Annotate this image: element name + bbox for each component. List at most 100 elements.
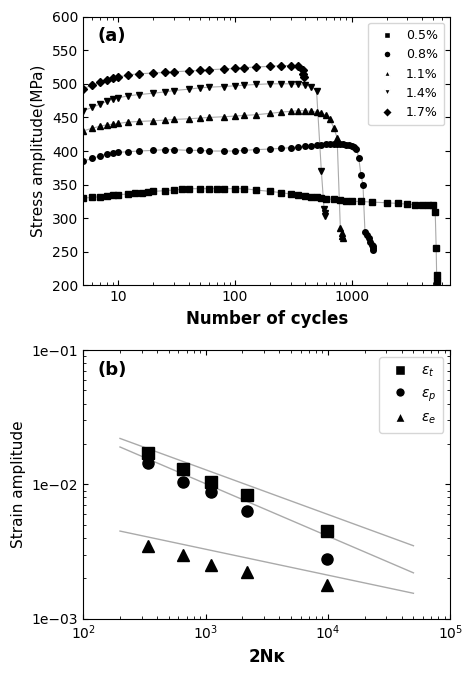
0.5% [314, 194, 319, 202]
Line: 0.5%: 0.5% [81, 186, 440, 284]
εₚ [324, 554, 330, 563]
1.4% [171, 87, 177, 95]
1.7% [97, 79, 103, 87]
εₑ [208, 561, 213, 569]
εₑ [181, 550, 186, 559]
1.1% [314, 108, 319, 116]
1.4% [221, 83, 227, 91]
1.1% [125, 118, 130, 126]
0.8% [253, 146, 258, 154]
0.8% [364, 231, 370, 239]
0.8% [368, 238, 374, 246]
1.7% [221, 65, 227, 73]
εₚ [146, 459, 151, 467]
1.4% [319, 167, 324, 175]
0.5% [432, 207, 438, 215]
0.5% [145, 188, 151, 196]
0.8% [241, 146, 247, 154]
0.5% [433, 244, 439, 253]
εₚ [181, 477, 186, 485]
0.8% [162, 146, 168, 154]
1.1% [206, 113, 212, 121]
1.7% [197, 66, 203, 74]
0.5% [214, 185, 220, 193]
0.8% [327, 140, 333, 148]
1.7% [90, 81, 95, 89]
0.8% [331, 140, 337, 148]
Line: 1.1%: 1.1% [81, 108, 345, 241]
1.7% [301, 70, 306, 78]
Text: (a): (a) [98, 27, 127, 45]
0.5% [179, 185, 184, 194]
0.5% [288, 190, 293, 198]
Line: 0.8%: 0.8% [81, 141, 376, 253]
0.5% [412, 201, 418, 209]
1.7% [301, 73, 307, 81]
0.8% [110, 149, 116, 157]
1.7% [241, 64, 247, 72]
0.8% [197, 146, 203, 154]
1.1% [309, 108, 314, 116]
1.7% [116, 73, 121, 81]
1.1% [288, 108, 293, 116]
1.1% [340, 234, 346, 242]
1.1% [197, 114, 203, 122]
1.4% [279, 80, 284, 88]
1.1% [279, 108, 284, 116]
εₜ [208, 477, 213, 485]
1.4% [206, 83, 212, 91]
εₜ [324, 527, 330, 535]
0.8% [358, 171, 364, 179]
1.1% [80, 127, 86, 135]
0.8% [232, 147, 238, 155]
1.1% [267, 109, 273, 117]
0.8% [309, 141, 314, 150]
Line: εₚ: εₚ [143, 457, 332, 565]
0.5% [309, 193, 314, 201]
εₜ [245, 492, 250, 500]
1.7% [296, 62, 301, 70]
0.5% [369, 198, 375, 206]
0.5% [434, 271, 439, 280]
Y-axis label: Strain amplitude: Strain amplitude [11, 420, 26, 548]
0.8% [302, 142, 308, 150]
1.4% [162, 88, 168, 96]
1.1% [337, 224, 343, 232]
1.1% [104, 121, 110, 129]
0.8% [371, 246, 376, 254]
0.8% [288, 144, 293, 152]
0.8% [362, 227, 368, 236]
1.7% [110, 74, 116, 83]
1.7% [288, 62, 293, 70]
0.8% [125, 148, 130, 156]
1.4% [302, 81, 308, 89]
0.5% [186, 185, 191, 193]
1.7% [80, 85, 86, 93]
0.8% [97, 152, 103, 160]
0.5% [80, 194, 86, 202]
1.4% [151, 89, 156, 97]
0.5% [395, 200, 401, 208]
1.1% [327, 114, 333, 123]
εₚ [245, 507, 250, 515]
0.5% [425, 202, 431, 210]
1.7% [136, 70, 142, 78]
0.5% [232, 185, 238, 193]
1.7% [104, 76, 110, 84]
1.1% [136, 117, 142, 125]
1.7% [232, 64, 238, 72]
1.4% [241, 81, 247, 89]
1.1% [232, 112, 238, 120]
1.1% [331, 123, 337, 131]
X-axis label: 2Nᴋ: 2Nᴋ [248, 648, 285, 666]
1.7% [125, 71, 130, 79]
0.5% [162, 187, 168, 195]
0.5% [267, 188, 273, 196]
0.5% [139, 189, 145, 197]
0.5% [358, 198, 364, 206]
1.1% [339, 229, 345, 237]
1.4% [186, 85, 191, 93]
0.8% [221, 147, 227, 155]
0.8% [319, 141, 324, 149]
0.5% [133, 190, 138, 198]
